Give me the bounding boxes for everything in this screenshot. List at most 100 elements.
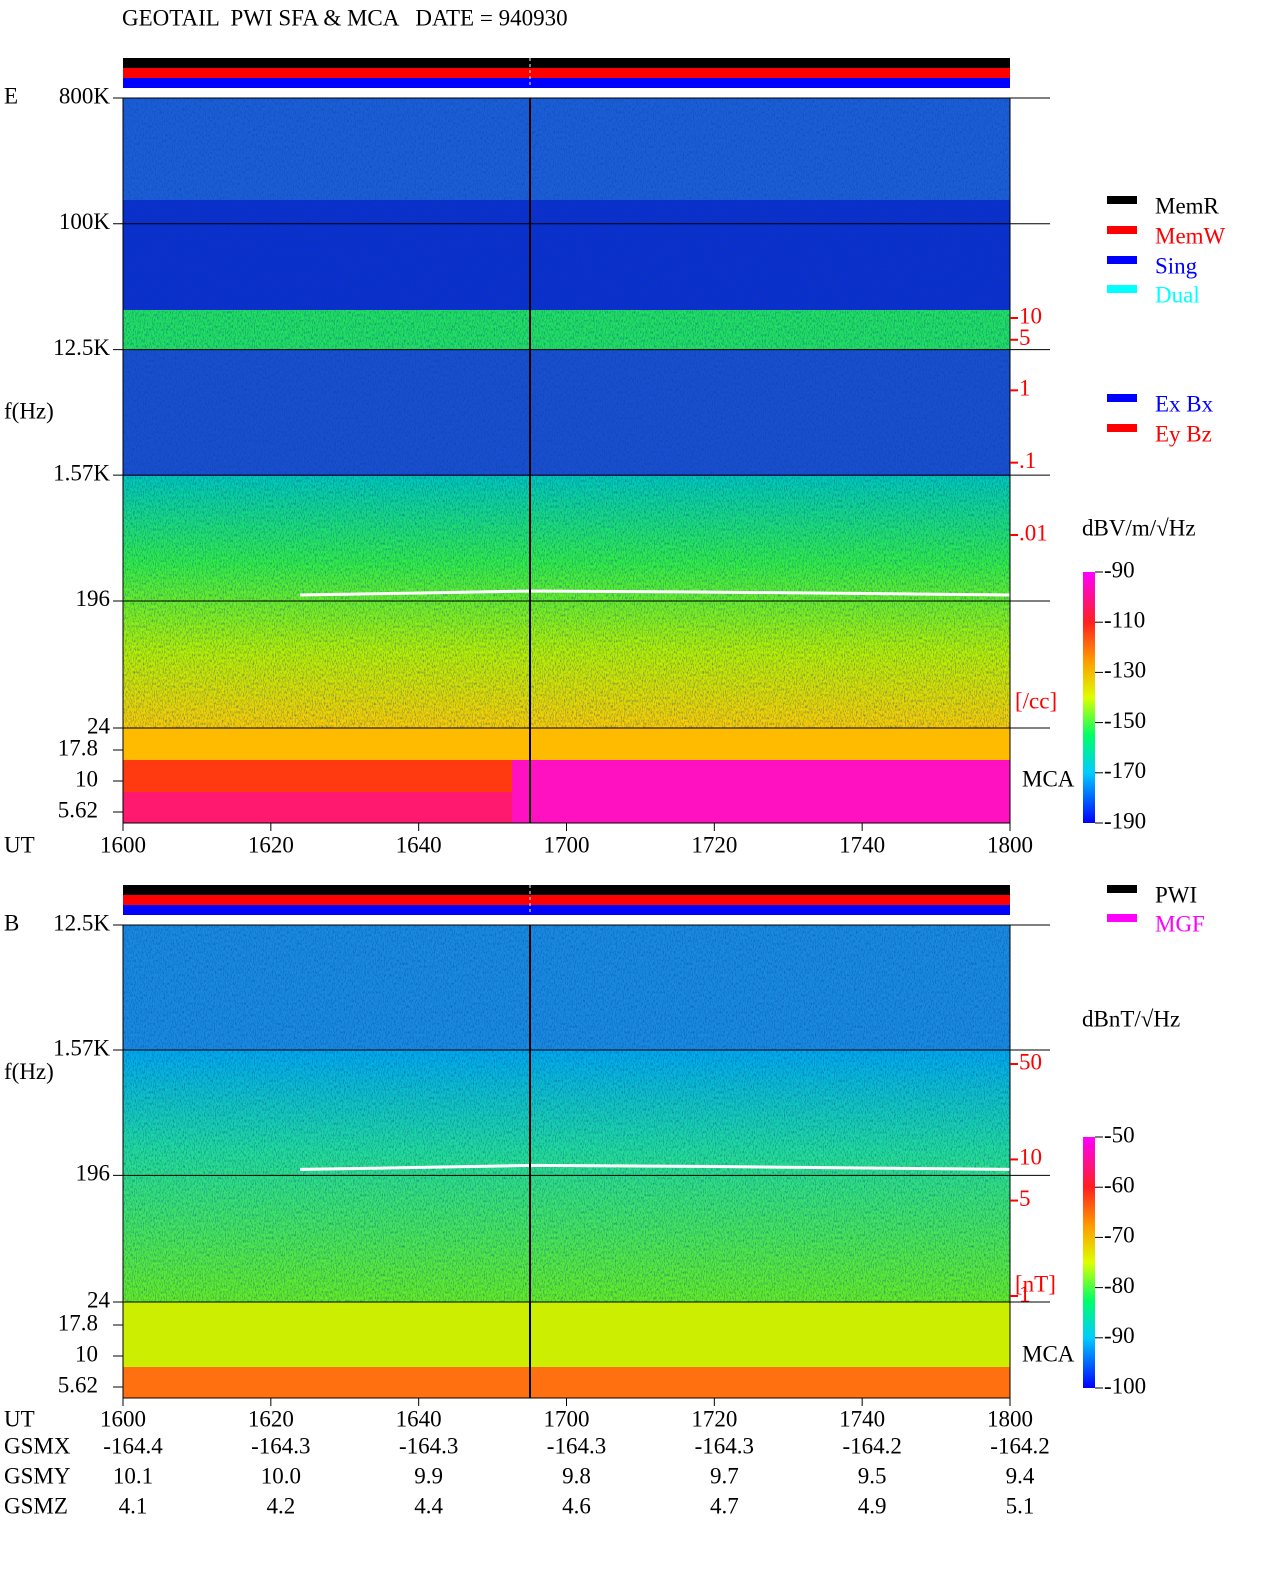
legend-label: Ey Bz [1155, 421, 1212, 446]
orbit-value: -164.3 [695, 1433, 754, 1458]
colorbar-tick-label: -190 [1104, 808, 1146, 833]
panel-label: E [4, 83, 18, 108]
x-tick-label: 1640 [396, 832, 442, 857]
legend-label: MemW [1155, 223, 1226, 248]
density-tick-label: 10 [1019, 1145, 1042, 1170]
mca-label: MCA [1022, 1341, 1075, 1366]
orbit-value: -164.2 [990, 1433, 1049, 1458]
orbit-value: -164.3 [547, 1433, 606, 1458]
y-tick-label: 196 [76, 1161, 111, 1186]
orbit-value: 10.0 [261, 1463, 301, 1488]
y-tick-label: 24 [87, 713, 111, 738]
density-tick-label: 5 [1019, 325, 1031, 350]
x-tick-label: 1700 [544, 832, 590, 857]
colorbar-label: dBV/m/√Hz [1082, 515, 1196, 540]
x-axis-label: UT [4, 832, 35, 857]
orbit-value: -164.3 [251, 1433, 310, 1458]
orbit-value: 9.8 [562, 1463, 591, 1488]
spectrogram-noise [123, 925, 1010, 1302]
status-bar [123, 78, 1010, 88]
orbit-value: 4.7 [710, 1493, 739, 1518]
chart-title: GEOTAIL PWI SFA & MCA DATE = 940930 [122, 5, 568, 30]
orbit-value: -164.3 [399, 1433, 458, 1458]
colorbar-tick-label: -170 [1104, 758, 1146, 783]
legend-label: MGF [1155, 911, 1205, 936]
colorbar-tick-label: -90 [1104, 557, 1135, 582]
orbit-value: 9.9 [414, 1463, 443, 1488]
density-tick-label: 1 [1019, 1281, 1031, 1306]
y-tick-label: 196 [76, 586, 111, 611]
orbit-value: 9.5 [858, 1463, 887, 1488]
density-unit: [/cc] [1015, 688, 1057, 713]
colorbar-tick-label: -50 [1104, 1122, 1135, 1147]
x-tick-label: 1720 [691, 832, 737, 857]
legend-swatch [1107, 285, 1137, 293]
mca-tick-label: 10 [75, 766, 98, 791]
legend-swatch [1107, 196, 1137, 204]
density-unit: [nT] [1015, 1271, 1056, 1296]
x-tick-label: 1620 [248, 832, 294, 857]
mca-tick-label: 5.62 [58, 797, 98, 822]
mca-label: MCA [1022, 766, 1075, 791]
x-tick-label: 1600 [100, 832, 146, 857]
density-tick-label: 5 [1019, 1186, 1031, 1211]
x-tick-label: 1800 [987, 1406, 1033, 1431]
orbit-value: 9.4 [1006, 1463, 1035, 1488]
colorbar-tick-label: -110 [1104, 607, 1145, 632]
y-axis-label: f(Hz) [4, 398, 54, 423]
x-tick-label: 1600 [100, 1406, 146, 1431]
orbit-label: GSMZ [4, 1493, 68, 1518]
y-tick-label: 100K [59, 209, 111, 234]
orbit-value: 5.1 [1006, 1493, 1035, 1518]
legend-swatch [1107, 226, 1137, 234]
colorbar-label: dBnT/√Hz [1082, 1006, 1180, 1031]
colorbar [1083, 572, 1095, 823]
colorbar-tick-label: -100 [1104, 1373, 1146, 1398]
spectrogram-noise [123, 98, 1010, 728]
x-tick-label: 1740 [839, 1406, 885, 1431]
panel-label: B [4, 910, 19, 935]
orbit-value: 10.1 [113, 1463, 153, 1488]
x-tick-label: 1640 [396, 1406, 442, 1431]
density-tick-label: 50 [1019, 1049, 1042, 1074]
orbit-value: 4.4 [414, 1493, 443, 1518]
legend-swatch [1107, 256, 1137, 264]
colorbar-tick-label: -130 [1104, 658, 1146, 683]
y-tick-label: 24 [87, 1287, 111, 1312]
orbit-value: 4.1 [119, 1493, 148, 1518]
y-tick-label: 12.5K [53, 335, 110, 360]
x-tick-label: 1720 [691, 1406, 737, 1431]
y-tick-label: 800K [59, 83, 111, 108]
orbit-value: -164.2 [842, 1433, 901, 1458]
colorbar-tick-label: -80 [1104, 1273, 1135, 1298]
legend-swatch [1107, 394, 1137, 402]
orbit-value: 4.9 [858, 1493, 887, 1518]
legend-label: Dual [1155, 282, 1200, 307]
x-tick-label: 1740 [839, 832, 885, 857]
legend-label: Sing [1155, 253, 1198, 278]
density-tick-label: .01 [1019, 520, 1048, 545]
orbit-label: GSMX [4, 1433, 71, 1458]
x-tick-label: 1620 [248, 1406, 294, 1431]
orbit-value: -164.4 [103, 1433, 163, 1458]
colorbar-tick-label: -90 [1104, 1323, 1135, 1348]
status-bar [123, 895, 1010, 905]
legend-swatch [1107, 885, 1137, 893]
y-tick-label: 1.57K [53, 1035, 110, 1060]
density-tick-label: .1 [1019, 448, 1036, 473]
colorbar [1083, 1137, 1095, 1388]
orbit-value: 4.2 [266, 1493, 295, 1518]
mca-tick-label: 10 [75, 1341, 98, 1366]
legend-swatch [1107, 424, 1137, 432]
density-tick-label: 10 [1019, 303, 1042, 328]
y-tick-label: 12.5K [53, 910, 110, 935]
x-axis-label: UT [4, 1406, 35, 1431]
orbit-value: 9.7 [710, 1463, 739, 1488]
colorbar-tick-label: -150 [1104, 708, 1146, 733]
status-bar [123, 885, 1010, 895]
mca-band [123, 728, 1010, 760]
legend-label: MemR [1155, 193, 1220, 218]
mca-band [512, 760, 1010, 823]
y-axis-label: f(Hz) [4, 1059, 54, 1084]
